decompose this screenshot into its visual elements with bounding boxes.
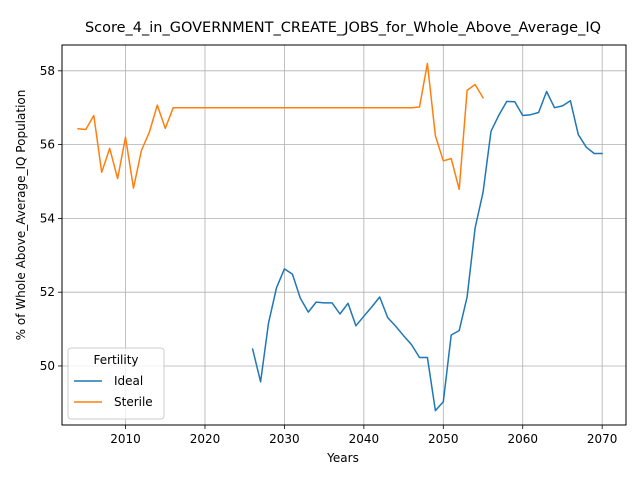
x-tick-label: 2070	[587, 432, 618, 446]
x-tick-label: 2060	[507, 432, 538, 446]
y-axis-ticks: 50 52 54 56 58	[40, 64, 62, 373]
legend: Fertility Ideal Sterile	[67, 347, 165, 420]
x-axis-label: Years	[326, 451, 359, 465]
x-tick-label: 2030	[269, 432, 300, 446]
x-tick-label: 2020	[190, 432, 221, 446]
series-line-sterile	[77, 62, 484, 191]
series-line-ideal	[251, 90, 603, 412]
legend-title: Fertility	[93, 353, 138, 367]
y-tick-label: 52	[40, 285, 55, 299]
x-tick-label: 2050	[428, 432, 459, 446]
plot-frame	[61, 44, 627, 426]
chart-title: Score_4_in_GOVERNMENT_CREATE_JOBS_for_Wh…	[85, 20, 601, 36]
x-tick-label: 2040	[349, 432, 380, 446]
y-tick-label: 50	[40, 359, 55, 373]
y-tick-label: 58	[40, 64, 55, 78]
legend-label-ideal: Ideal	[114, 374, 143, 388]
y-tick-label: 56	[40, 138, 55, 152]
y-axis-label: % of Whole Above_Average_IQ Population	[14, 90, 28, 341]
x-axis-ticks: 2010 2020 2030 2040 2050 2060 2070	[110, 425, 617, 446]
y-tick-label: 54	[40, 211, 55, 225]
legend-label-sterile: Sterile	[114, 395, 153, 409]
series-lines	[77, 62, 603, 412]
x-tick-label: 2010	[110, 432, 141, 446]
